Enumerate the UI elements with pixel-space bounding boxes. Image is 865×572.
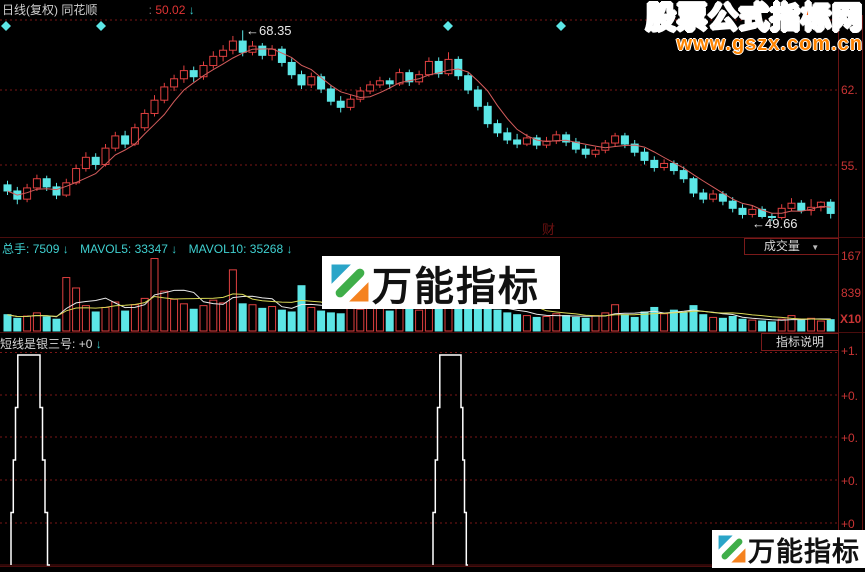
- mavol5-label: MAVOL5:: [80, 242, 132, 256]
- indicator-help-button[interactable]: 指标说明: [761, 333, 839, 351]
- indicator-grid-label-4: +0.: [841, 474, 859, 488]
- chart-title: 日线(复权) 同花顺: [2, 3, 98, 17]
- panel-divider-2: [0, 332, 865, 333]
- indicator-name: 短线是银三号:: [0, 337, 76, 351]
- mavol10-label: MAVOL10:: [188, 242, 247, 256]
- wanneng-text: 万能指标: [748, 536, 860, 567]
- price-grid-label-1: 62.: [841, 83, 858, 97]
- wanneng-watermark-center: 万能指标: [322, 256, 560, 309]
- indicator-value: +0: [78, 337, 93, 351]
- wanneng-logo-icon: [328, 261, 372, 305]
- peak-annotation: ←68.35: [246, 23, 292, 38]
- zongshou-value: 7509: [32, 242, 60, 256]
- right-edge-line: [862, 15, 863, 566]
- indicator-help-label: 指标说明: [775, 335, 824, 349]
- indicator-grid-label-2: +0.: [841, 389, 859, 403]
- volume-grid-label-1: 167: [841, 249, 862, 263]
- mavol10-value: 35268: [249, 242, 284, 256]
- indicator-header: 短线是银三号: +0 ↓: [0, 335, 102, 352]
- watermark-url: www.gszx.com.cn: [676, 33, 863, 55]
- volume-chart: [0, 255, 838, 332]
- indicator-grid-label-5: +0: [841, 517, 855, 531]
- low-annotation: ←49.66: [752, 216, 798, 231]
- volume-type-selector[interactable]: 成交量 ▼: [744, 238, 839, 255]
- zongshou-arrow-icon: ↓: [62, 242, 69, 256]
- mavol5-value: 33347: [134, 242, 168, 256]
- indicator-grid-label-3: +0.: [841, 431, 859, 445]
- volume-multiplier-label: X10: [840, 312, 862, 326]
- price-value: 50.02: [155, 3, 186, 17]
- panel-divider-1: [0, 237, 865, 238]
- wanneng-watermark-bottom: 万能指标: [712, 530, 865, 568]
- volume-selector-label: 成交量: [763, 239, 800, 253]
- price-separator: :: [148, 3, 153, 17]
- header-bar: 日线(复权) 同花顺 : 50.02 ↓: [2, 1, 195, 18]
- wanneng-text: 万能指标: [372, 264, 540, 309]
- right-axis-line: [838, 15, 839, 566]
- panel-divider-3: [0, 566, 865, 567]
- mavol10-arrow-icon: ↓: [286, 242, 293, 256]
- watermark-title: 股票公式指标网: [645, 2, 863, 35]
- watermark-top-right: 股票公式指标网 www.gszx.com.cn: [645, 2, 863, 55]
- volume-grid-label-2: 839: [841, 286, 862, 300]
- indicator-grid-label-1: +1.: [841, 344, 859, 358]
- candlestick-chart: [0, 14, 838, 238]
- indicator-chart: [0, 352, 838, 566]
- zongshou-label: 总手:: [2, 242, 30, 256]
- cai-watermark: 财: [542, 222, 556, 237]
- volume-header: 总手: 7509 ↓ MAVOL5: 33347 ↓ MAVOL10: 3526…: [2, 240, 293, 257]
- wanneng-logo-icon: [716, 533, 748, 565]
- indicator-arrow-icon: ↓: [95, 337, 102, 351]
- chevron-down-icon: ▼: [811, 243, 820, 252]
- price-down-arrow-icon: ↓: [188, 3, 195, 17]
- price-grid-label-2: 55.: [841, 159, 858, 173]
- mavol5-arrow-icon: ↓: [171, 242, 178, 256]
